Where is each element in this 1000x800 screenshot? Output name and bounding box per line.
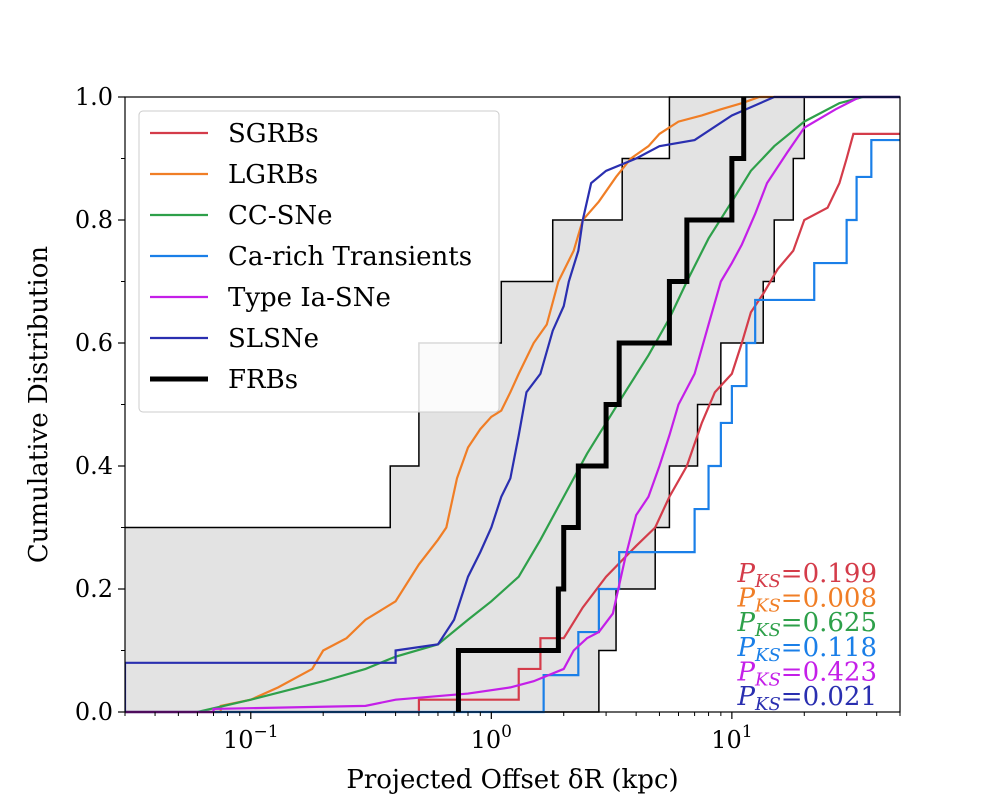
axis-ticks: 0.0 0.2 0.4 0.6 0.8 1.0 10−1 100 101 bbox=[75, 83, 901, 754]
legend-label: SLSNe bbox=[228, 324, 319, 354]
legend-label: Type Ia-SNe bbox=[228, 283, 391, 313]
y-tick-label: 0.2 bbox=[75, 575, 113, 603]
series-line-slsne bbox=[125, 95, 900, 712]
ks-value: PKS=0.118 bbox=[737, 633, 878, 666]
ks-value: PKS=0.008 bbox=[737, 584, 878, 617]
y-tick-label: 1.0 bbox=[75, 83, 113, 111]
legend-label: FRBs bbox=[228, 365, 298, 395]
x-tick-label: 101 bbox=[711, 722, 752, 754]
legend-label: CC-SNe bbox=[228, 201, 333, 231]
legend-label: SGRBs bbox=[228, 119, 319, 149]
y-tick-label: 0.6 bbox=[75, 329, 113, 357]
series-line-ca-rich-transients bbox=[125, 138, 900, 714]
legend: SGRBs LGRBs CC-SNe Ca-rich Transients Type I… bbox=[138, 110, 500, 413]
y-tick-label: 0.4 bbox=[75, 452, 113, 480]
x-tick-label: 10−1 bbox=[223, 722, 279, 754]
ks-value: PKS=0.021 bbox=[737, 682, 878, 715]
series-line-cc-sne bbox=[125, 95, 900, 714]
ks-value: PKS=0.423 bbox=[737, 657, 878, 690]
x-axis-label: Projected Offset δR (kpc) bbox=[346, 765, 678, 795]
series-lines bbox=[125, 95, 900, 714]
ks-value: PKS=0.199 bbox=[737, 559, 878, 592]
series-line-frbs bbox=[455, 97, 747, 712]
x-tick-label: 100 bbox=[471, 722, 512, 754]
y-axis-label: Cumulative Distribution bbox=[24, 246, 54, 563]
series-line-type-ia-sne bbox=[125, 95, 900, 714]
y-tick-label: 0.8 bbox=[75, 206, 113, 234]
legend-box bbox=[138, 110, 500, 413]
ks-value: PKS=0.625 bbox=[737, 608, 878, 641]
series-line-lgrbs bbox=[125, 95, 900, 714]
ks-annotations: PKS=0.199PKS=0.008PKS=0.625PKS=0.118PKS=… bbox=[737, 559, 878, 715]
series-line-sgrbs bbox=[125, 132, 900, 714]
legend-label: Ca-rich Transients bbox=[228, 242, 472, 272]
y-tick-label: 0.0 bbox=[75, 698, 113, 726]
legend-label: LGRBs bbox=[228, 160, 318, 190]
band-upper-line bbox=[125, 96, 900, 529]
band-fill bbox=[125, 97, 900, 712]
